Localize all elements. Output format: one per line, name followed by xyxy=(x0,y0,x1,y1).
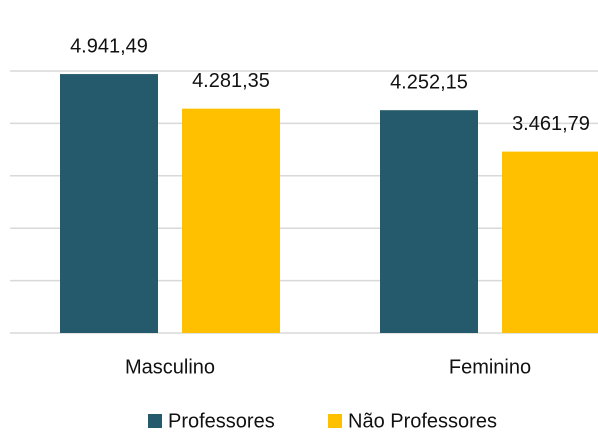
x-tick-label: Feminino xyxy=(449,356,531,378)
value-label: 3.461,79 xyxy=(512,113,590,135)
legend-swatch xyxy=(328,414,342,428)
bar xyxy=(182,108,280,333)
value-label: 4.252,15 xyxy=(390,71,468,93)
legend-swatch xyxy=(148,414,162,428)
bar xyxy=(380,110,478,333)
bar xyxy=(502,151,598,333)
x-tick-label: Masculino xyxy=(125,356,215,378)
value-label: 4.941,49 xyxy=(70,35,148,57)
bar xyxy=(60,74,158,334)
legend-label: Não Professores xyxy=(348,410,497,432)
value-label: 4.281,35 xyxy=(192,70,270,92)
legend-label: Professores xyxy=(168,410,275,432)
